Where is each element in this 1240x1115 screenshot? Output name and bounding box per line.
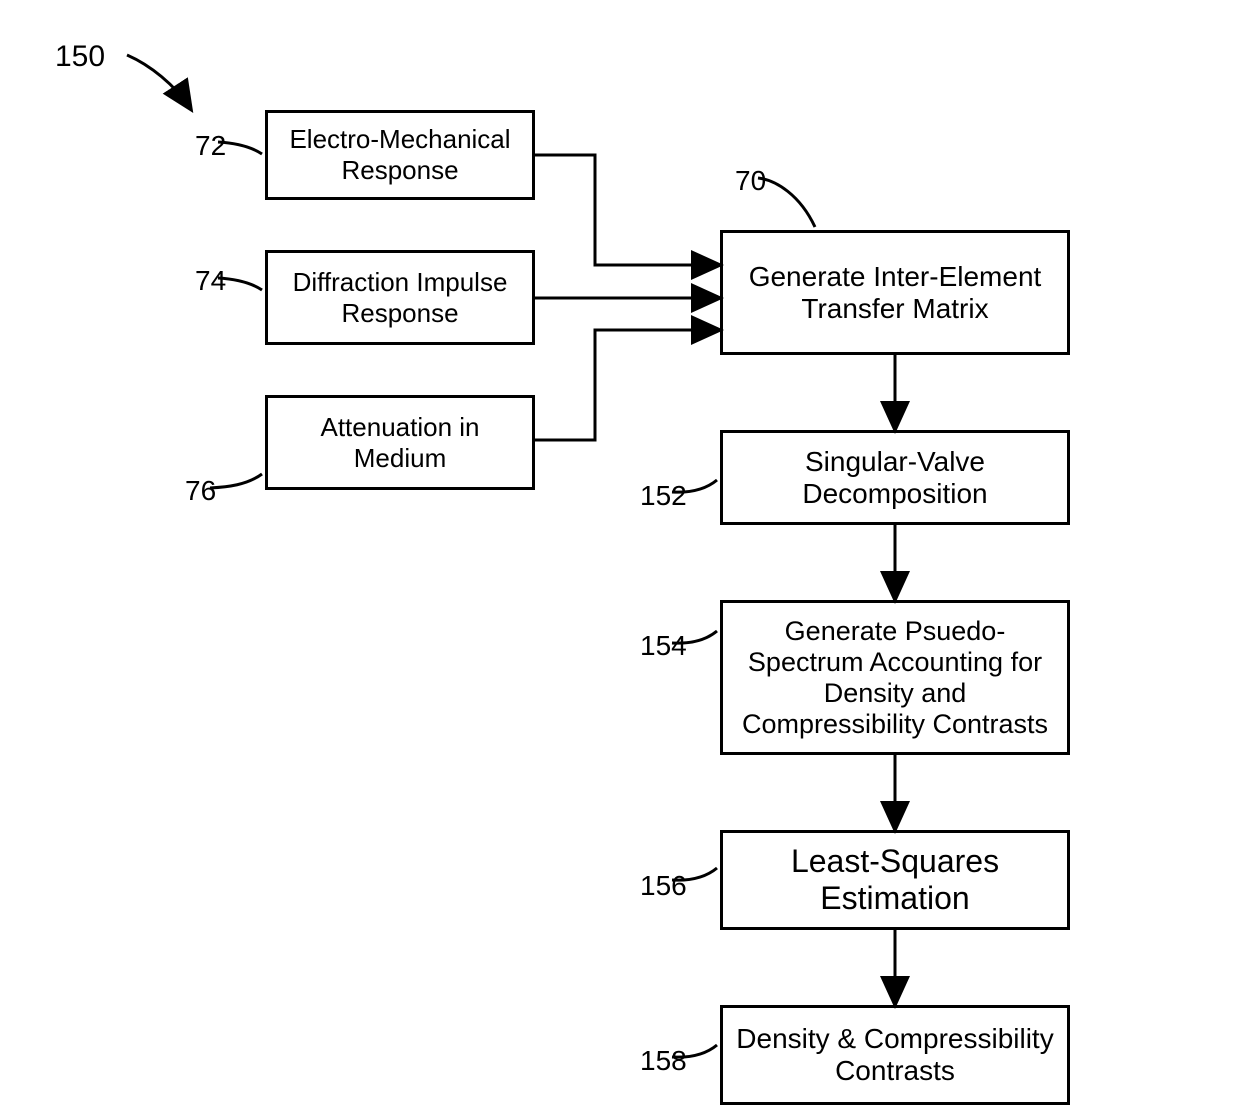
ref-curve <box>672 631 717 643</box>
edge <box>535 155 718 265</box>
ref-curves-group <box>210 142 815 1057</box>
figure-ref-curve <box>127 55 190 108</box>
ref-curve <box>672 1045 717 1057</box>
connectors-svg <box>0 0 1240 1115</box>
edge <box>535 330 718 440</box>
ref-curve <box>672 480 717 492</box>
ref-curve <box>672 868 717 880</box>
edges-group <box>535 155 895 1003</box>
ref-curve <box>218 142 262 154</box>
ref-curve <box>210 474 262 488</box>
ref-curve <box>218 278 262 290</box>
ref-curve <box>758 178 815 227</box>
